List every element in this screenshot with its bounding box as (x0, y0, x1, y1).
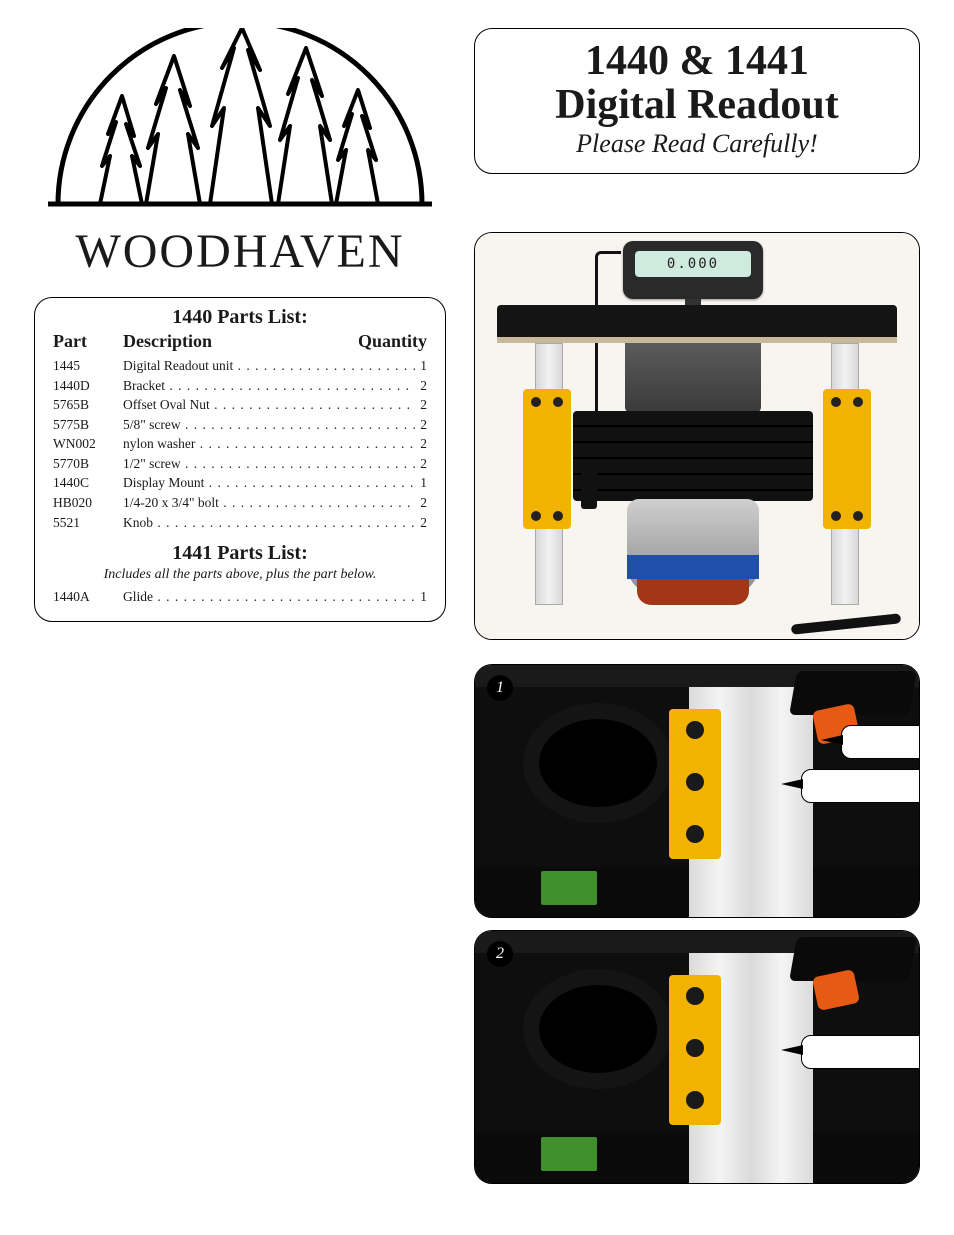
part-quantity: 1 (415, 473, 427, 493)
router-table-top-icon (497, 305, 897, 337)
part-description: Glide (123, 587, 415, 607)
part-number: 5765B (53, 395, 123, 415)
step-photo: 2 (474, 930, 920, 1184)
mounting-bracket-icon (669, 709, 721, 859)
dro-screen: 0.000 (635, 251, 751, 277)
part-description: 5/8" screw (123, 415, 415, 435)
parts-list-box: 1440 Parts List: Part Description Quanti… (34, 297, 446, 622)
col-part: Part (53, 331, 123, 352)
part-number: 5521 (53, 513, 123, 533)
step-number-badge: 2 (487, 941, 513, 967)
part-description: nylon washer (123, 434, 415, 454)
lift-plate-stack-icon (573, 411, 813, 501)
safety-label-icon (541, 871, 597, 905)
callout-label (841, 725, 920, 759)
subtitle: Please Read Carefully! (491, 129, 903, 159)
part-quantity: 2 (415, 395, 427, 415)
part-number: 1440A (53, 587, 123, 607)
scale-sensor-icon (581, 463, 597, 509)
part-number: 5775B (53, 415, 123, 435)
parts-row: 5775B5/8" screw2 (53, 415, 427, 435)
part-number: 1440C (53, 473, 123, 493)
brand-logo: WOODHAVEN (34, 28, 446, 279)
parts-row: HB0201/4-20 x 3/4" bolt2 (53, 493, 427, 513)
part-number: HB020 (53, 493, 123, 513)
step-photo: 1 (474, 664, 920, 918)
part-quantity: 2 (415, 454, 427, 474)
parts-row: 1445Digital Readout unit1 (53, 356, 427, 376)
callout-label (801, 769, 920, 803)
parts-row: WN002nylon washer2 (53, 434, 427, 454)
safety-label-icon (541, 1137, 597, 1171)
parts-1441-title: 1441 Parts List: (53, 542, 427, 565)
callout-arrow-icon (821, 735, 843, 745)
col-desc: Description (123, 331, 357, 352)
parts-1441-note: Includes all the parts above, plus the p… (53, 567, 427, 583)
logo-arch-trees-icon (34, 28, 446, 228)
part-number: WN002 (53, 434, 123, 454)
insert-ring-icon (523, 703, 673, 823)
callout-arrow-icon (781, 779, 803, 789)
part-description: Offset Oval Nut (123, 395, 415, 415)
parts-row: 1440DBracket2 (53, 376, 427, 396)
part-description: Bracket (123, 376, 415, 396)
part-quantity: 2 (415, 434, 427, 454)
part-quantity: 2 (415, 513, 427, 533)
title-line-2: Digital Readout (491, 83, 903, 127)
mounting-bracket-icon (523, 389, 571, 529)
part-quantity: 2 (415, 415, 427, 435)
insert-ring-icon (523, 969, 673, 1089)
part-number: 1440D (53, 376, 123, 396)
part-quantity: 2 (415, 493, 427, 513)
part-quantity: 1 (415, 356, 427, 376)
mounting-bracket-icon (669, 975, 721, 1125)
parts-row: 5770B1/2" screw2 (53, 454, 427, 474)
part-description: 1/2" screw (123, 454, 415, 474)
part-number: 1445 (53, 356, 123, 376)
brand-wordmark: WOODHAVEN (34, 224, 446, 279)
part-quantity: 1 (415, 587, 427, 607)
part-description: Digital Readout unit (123, 356, 415, 376)
parts-row: 5765BOffset Oval Nut2 (53, 395, 427, 415)
part-description: 1/4-20 x 3/4" bolt (123, 493, 415, 513)
part-description: Display Mount (123, 473, 415, 493)
part-number: 5770B (53, 454, 123, 474)
callout-label (801, 1035, 920, 1069)
parts-table-header: Part Description Quantity (53, 331, 427, 352)
step-number-badge: 1 (487, 675, 513, 701)
col-qty: Quantity (357, 331, 427, 352)
title-line-1: 1440 & 1441 (491, 39, 903, 83)
main-product-photo: 0.000 (474, 232, 920, 640)
collet-housing-icon (625, 343, 761, 413)
parts-1440-title: 1440 Parts List: (53, 306, 427, 329)
parts-row: 1440CDisplay Mount1 (53, 473, 427, 493)
part-description: Knob (123, 513, 415, 533)
parts-row: 5521Knob2 (53, 513, 427, 533)
parts-row: 1440AGlide1 (53, 587, 427, 607)
callout-arrow-icon (781, 1045, 803, 1055)
bar-clamp-icon (763, 937, 913, 1017)
part-quantity: 2 (415, 376, 427, 396)
document-title-box: 1440 & 1441 Digital Readout Please Read … (474, 28, 920, 174)
mounting-bracket-icon (823, 389, 871, 529)
